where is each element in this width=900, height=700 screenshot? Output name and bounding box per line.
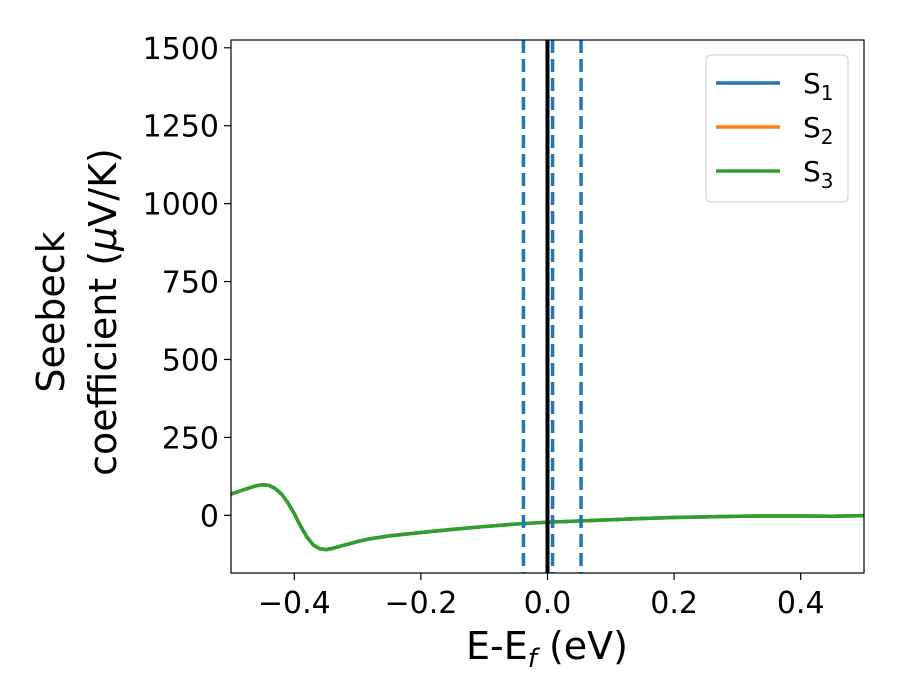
y-tick-label: 1250 — [143, 110, 219, 145]
x-axis-label: E-Ef (eV) — [466, 624, 628, 674]
y-tick-label: 1500 — [143, 32, 219, 67]
x-axis-ticks: −0.4 −0.2 0.0 0.2 0.4 — [258, 573, 825, 621]
y-tick-label: 750 — [162, 266, 219, 301]
legend-label-1: S1 — [803, 67, 834, 105]
y-axis-label: Seebeck coefficient (μV/K) — [29, 148, 125, 476]
x-tick-label: −0.2 — [384, 586, 457, 621]
y-tick-label: 1000 — [143, 188, 219, 223]
x-tick-label: −0.4 — [258, 586, 331, 621]
y-axis-label-line2: coefficient (μV/K) — [81, 148, 125, 476]
legend-label-3: S3 — [803, 155, 834, 193]
series-line-3 — [231, 483, 864, 552]
y-tick-label: 500 — [162, 343, 219, 378]
legend: S1 S2 S3 — [705, 54, 849, 203]
legend-label-2: S2 — [803, 111, 834, 149]
vertical-lines — [521, 40, 583, 573]
x-tick-label: 0.0 — [524, 586, 572, 621]
plot-lines — [231, 483, 864, 552]
y-axis-ticks: 0 250 500 750 1000 1250 1500 — [143, 32, 231, 534]
y-tick-label: 250 — [162, 421, 219, 456]
x-tick-label: 0.4 — [777, 586, 825, 621]
x-tick-label: 0.2 — [650, 586, 698, 621]
y-tick-label: 0 — [200, 499, 219, 534]
y-axis-label-line1: Seebeck — [29, 231, 73, 392]
